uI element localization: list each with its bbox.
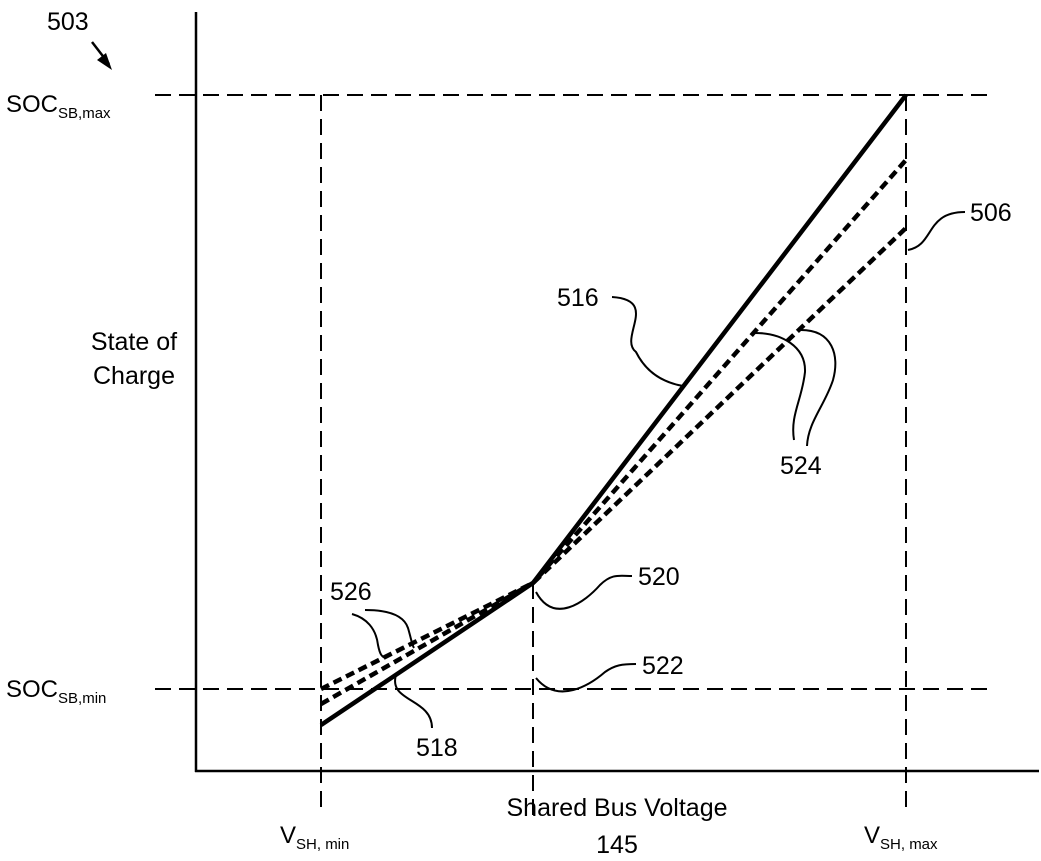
figure-ref-arrow <box>91 41 112 70</box>
leader-516 <box>611 296 684 387</box>
x-axis-title-line2: 145 <box>596 831 638 859</box>
callout-518: 518 <box>416 734 458 762</box>
callout-520: 520 <box>638 563 680 591</box>
callout-522: 522 <box>642 652 684 680</box>
leader-524-a <box>751 331 807 441</box>
callout-526: 526 <box>330 578 372 606</box>
x-axis-title-line1: Shared Bus Voltage <box>507 794 728 822</box>
leader-520 <box>535 574 633 610</box>
leader-522 <box>535 663 637 693</box>
y-axis-title-line2: Charge <box>93 362 175 390</box>
leader-506 <box>907 211 966 251</box>
leader-526-a <box>351 613 387 659</box>
x-tick-vsh-max: VSH, max <box>864 822 938 853</box>
x-tick-vsh-min: VSH, min <box>280 822 349 853</box>
curve-524-dashed-upper <box>319 158 908 706</box>
leader-526-b <box>364 609 415 649</box>
figure-ref-label: 503 <box>47 8 89 36</box>
callout-524: 524 <box>780 452 822 480</box>
callout-516: 516 <box>557 284 599 312</box>
callout-506: 506 <box>970 199 1012 227</box>
leader-518 <box>394 674 433 729</box>
curve-506-dashed-lower <box>319 226 908 692</box>
y-tick-soc-min: SOCSB,min <box>6 676 106 707</box>
leader-524-b <box>800 329 837 447</box>
y-tick-soc-max: SOCSB,max <box>6 91 111 122</box>
y-axis-title-line1: State of <box>91 328 177 356</box>
